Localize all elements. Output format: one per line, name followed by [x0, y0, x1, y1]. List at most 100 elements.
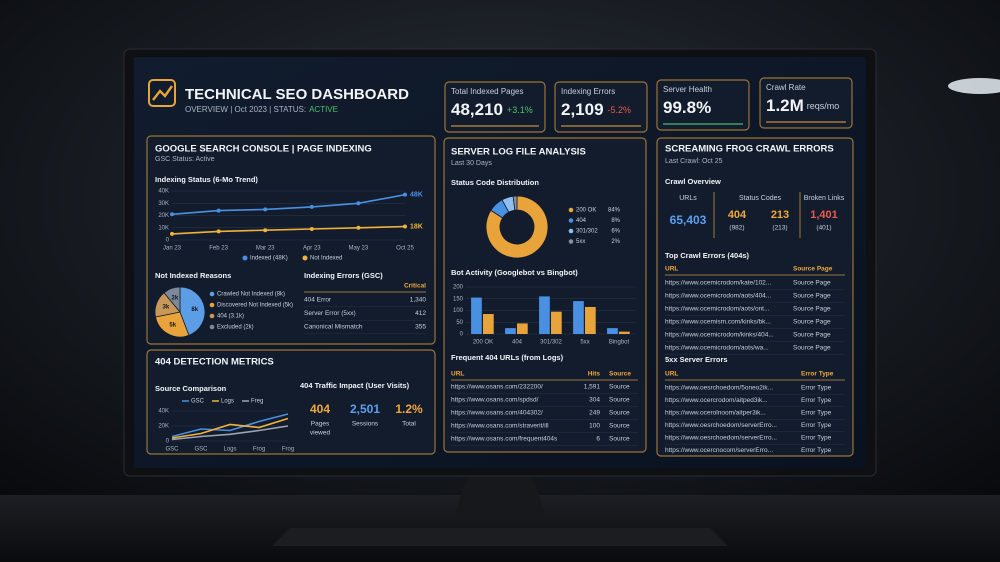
subtitle: OVERVIEW | Oct 2023 | STATUS: ACTIVE	[185, 105, 338, 114]
slice-label: 5k	[169, 323, 176, 329]
row-label: https://www.oesrchoedom/5oneo2ik...	[665, 385, 773, 392]
kpi-value: 1.2M reqs/mo	[766, 96, 839, 115]
column-header: Error Type	[801, 371, 834, 378]
legend-label: Logs	[221, 399, 234, 405]
point	[216, 229, 221, 234]
x-tick-label: 200 OK	[473, 340, 493, 346]
x-tick-label: 404	[512, 340, 523, 346]
stat-value: 1.2%	[395, 402, 423, 416]
legend-label: 200 OK	[576, 208, 596, 214]
row-label: https://www.ocercnocom/serverErro...	[665, 447, 773, 454]
x-tick-label: Mar 23	[256, 246, 275, 252]
row-value: 100	[589, 423, 600, 430]
kpi-label: Server Health	[663, 85, 712, 94]
kpi-delta: -5.2%	[608, 105, 632, 115]
lamp	[948, 78, 1000, 94]
legend-label: 404	[576, 218, 587, 224]
column-header: Hits	[588, 371, 601, 378]
legend-swatch	[209, 291, 215, 297]
column-header: Status Codes	[739, 195, 782, 202]
kpi-unit: reqs/mo	[807, 101, 840, 111]
row-value: 1,591	[584, 384, 601, 391]
stat-value: 213	[771, 209, 789, 221]
value-label: 84%	[608, 208, 621, 214]
row-value: 249	[589, 410, 600, 417]
stat-value: 404	[728, 209, 747, 221]
row-label: Canonical Mismatch	[304, 324, 363, 331]
bar	[483, 314, 494, 334]
slice	[163, 286, 181, 314]
x-tick-label: Jan 23	[163, 246, 182, 252]
y-tick-label: 100	[453, 308, 464, 314]
stat-sub: (982)	[729, 225, 744, 232]
kpi-number: 1.2M	[766, 96, 804, 115]
slice-label: 8k	[191, 307, 198, 313]
stat-label: Pages	[311, 421, 330, 428]
panel-title: SCREAMING FROG CRAWL ERRORS	[665, 144, 834, 155]
x-tick-label: GSC	[194, 447, 208, 453]
kpi-label: Crawl Rate	[766, 83, 806, 92]
row-value: Source Page	[793, 332, 831, 339]
bar	[551, 311, 562, 334]
column-header: URL	[665, 266, 678, 273]
legend-swatch	[568, 228, 574, 234]
row-value: Error Type	[801, 410, 832, 417]
kpi-value: 99.8%	[663, 98, 711, 117]
stat-value: 65,403	[670, 213, 707, 227]
y-tick-label: 0	[166, 439, 170, 445]
row-label: https://www.osans.com/straverit/ill	[451, 423, 549, 430]
row-value: 412	[415, 310, 426, 317]
kpi-value: 48,210 +3.1%	[451, 100, 533, 119]
point	[216, 208, 221, 213]
chart-title: Bot Activity (Googlebot vs Bingbot)	[451, 268, 578, 277]
column-header: Source Page	[793, 266, 833, 273]
slice	[155, 311, 190, 338]
slice-label: 3k	[163, 305, 170, 311]
row-label: https://www.ocercrodom/aitped3ik...	[665, 397, 768, 404]
row-label: https://www.ocemicrodom/aots/404...	[665, 293, 771, 300]
bar	[585, 306, 596, 334]
subtitle-text: OVERVIEW | Oct 2023 | STATUS:	[185, 105, 306, 114]
chart-title: Indexing Errors (GSC)	[304, 271, 383, 280]
legend-label: Excluded (2k)	[217, 325, 254, 331]
panel-title: 404 DETECTION METRICS	[155, 357, 274, 368]
legend-label: Discovered Not Indexed (5k)	[217, 303, 293, 309]
row-value: 1,340	[410, 297, 427, 304]
bar	[517, 323, 528, 334]
column-header: Critical	[404, 283, 426, 290]
y-tick-label: 150	[453, 296, 464, 302]
x-tick-label: 5xx	[580, 340, 589, 346]
kpi-card	[554, 81, 648, 133]
row-label: https://www.osans.com/spdsd/	[451, 397, 539, 404]
kpi-card	[656, 79, 750, 131]
row-value: Source Page	[793, 345, 831, 352]
monitor-stand	[452, 470, 548, 522]
bar	[619, 331, 630, 334]
row-label: https://www.ocemicrodom/aots/wa...	[665, 345, 769, 352]
status: ACTIVE	[309, 105, 338, 114]
stat-label: Total	[402, 421, 416, 428]
legend-label: GSC	[191, 399, 205, 405]
legend-swatch	[568, 207, 574, 213]
row-value: 6	[596, 436, 600, 443]
bar	[539, 296, 550, 334]
y-tick-label: 200	[453, 285, 464, 291]
row-label: https://www.ocemism.com/kinks/bk...	[665, 319, 771, 326]
row-label: https://www.oesrchoedom/serverErro...	[665, 435, 777, 442]
column-header: URL	[665, 371, 678, 378]
row-label: 404 Error	[304, 297, 332, 304]
x-tick-label: Oct 25	[396, 246, 414, 252]
chart-title: Status Code Distribution	[451, 178, 539, 187]
chart-title: 404 Traffic Impact (User Visits)	[300, 381, 410, 390]
legend-label: Crawled Not Indexed (8k)	[217, 292, 285, 298]
row-value: Source Page	[793, 280, 831, 287]
slice	[179, 286, 206, 336]
stat-sub: (401)	[816, 225, 831, 232]
row-value: Error Type	[801, 385, 832, 392]
x-tick-label: Frog	[282, 447, 294, 453]
kpi-delta: +3.1%	[507, 105, 533, 115]
legend-swatch	[568, 239, 574, 244]
chart-title: Frequent 404 URLs (from Logs)	[451, 353, 564, 362]
row-value: Error Type	[801, 447, 832, 454]
